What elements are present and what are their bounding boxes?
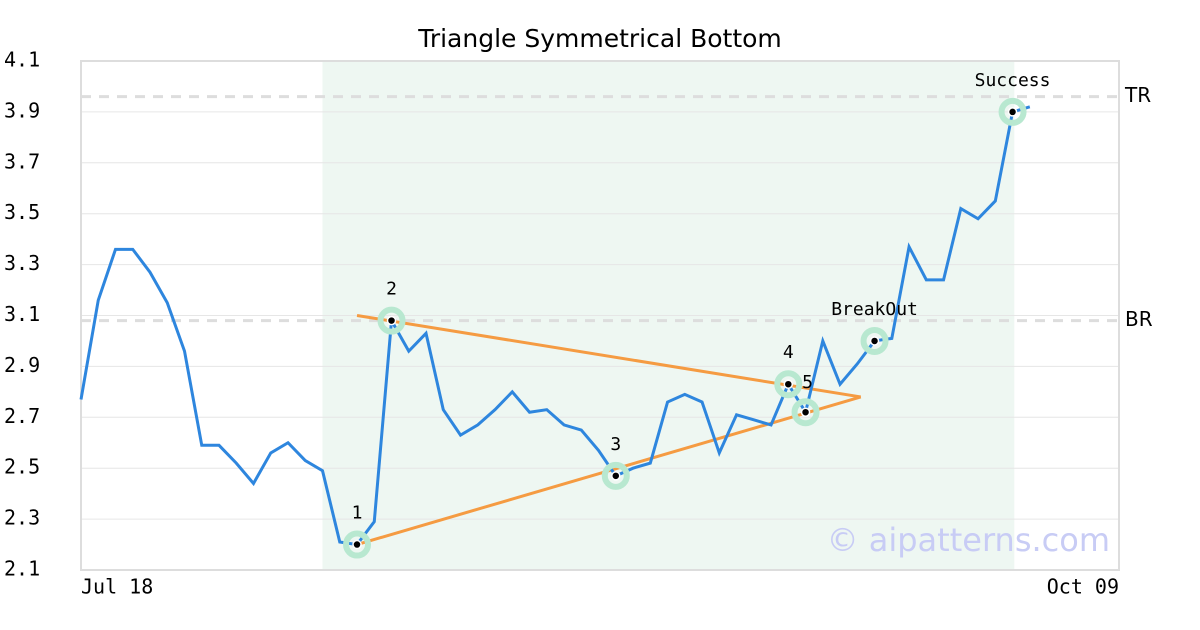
watermark: © aipatterns.com (827, 521, 1110, 559)
point-dot (611, 471, 621, 481)
point-dot (783, 379, 794, 389)
point-label: 2 (386, 279, 397, 300)
y-tick-label: 4.1 (4, 48, 40, 72)
point-halo (343, 530, 372, 559)
chart-title: Triangle Symmetrical Bottom (417, 24, 782, 53)
y-tick-label: 3.9 (4, 98, 40, 122)
point-label: 4 (783, 342, 794, 363)
x-tick-label: Oct 09 (1047, 575, 1119, 599)
point-halo (860, 326, 889, 355)
point-dot (1007, 107, 1018, 117)
y-tick-label: 3.7 (4, 149, 40, 173)
plot-frame (80, 60, 1120, 571)
point-label: BreakOut (831, 299, 918, 320)
point-label: Success (975, 70, 1051, 91)
point-halo (377, 306, 406, 335)
y-tick-label: 2.5 (4, 455, 40, 479)
point-halo (791, 398, 820, 427)
y-tick-label: 2.1 (4, 557, 40, 581)
point-label: 5 (802, 372, 813, 393)
y-tick-label: 3.1 (4, 302, 40, 326)
point-dot (386, 315, 397, 326)
y-tick-label: 3.5 (4, 200, 40, 224)
point-dot (869, 336, 880, 346)
reference-label: TR (1124, 83, 1151, 107)
y-tick-label: 3.3 (4, 251, 40, 275)
point-label: 1 (352, 503, 363, 524)
point-halo (601, 461, 630, 490)
x-tick-label: Jul 18 (81, 575, 153, 599)
point-dot (800, 407, 811, 417)
point-halo (774, 370, 803, 399)
y-tick-label: 2.3 (4, 506, 40, 530)
price-line (79, 105, 1031, 547)
y-tick-label: 2.7 (4, 404, 40, 428)
reference-label: BR (1125, 307, 1153, 331)
point-label: 3 (610, 434, 621, 455)
point-halo (998, 97, 1027, 126)
y-tick-label: 2.9 (4, 353, 40, 377)
point-dot (352, 539, 362, 550)
